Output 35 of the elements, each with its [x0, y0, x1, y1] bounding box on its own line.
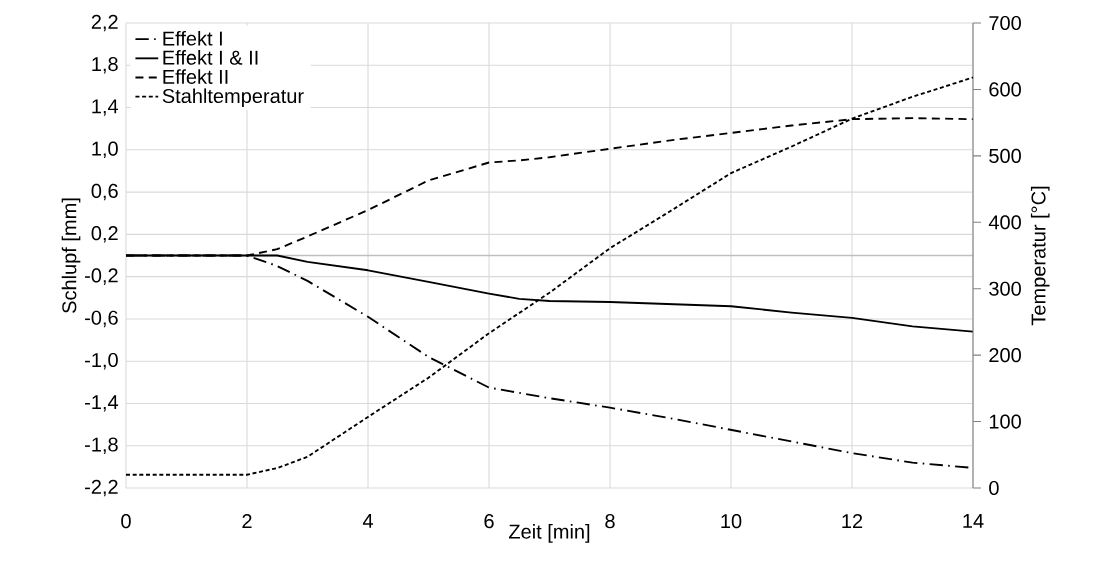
y-tick-label: -1,0 [85, 352, 118, 370]
x-tick-label: 10 [721, 514, 742, 529]
legend-label: Stahltemperatur [162, 88, 304, 108]
y-tick-label: 2,2 [91, 14, 118, 32]
y2-tick-label: 100 [989, 414, 1021, 429]
y2-tick-label: 400 [988, 215, 1021, 230]
x-tick-label: 0 [121, 514, 131, 529]
x-tick-label: 14 [963, 514, 984, 528]
y-tick-label: 0,2 [91, 226, 118, 243]
y2-tick-label: 0 [989, 480, 999, 496]
x-axis-title: Zeit [min] [509, 524, 590, 543]
y-tick-label: -0,2 [85, 268, 118, 285]
x-tick-label: 6 [484, 514, 494, 529]
y2-tick-label: 300 [989, 281, 1021, 296]
legend-label: Effekt II [163, 69, 228, 84]
y-tick-label: -1,4 [85, 395, 119, 412]
y-tick-label: 1,4 [92, 99, 119, 116]
legend-label: Effekt I & II [163, 50, 258, 65]
y-tick-label: -1,8 [85, 437, 118, 454]
y-tick-label: -0,6 [85, 310, 118, 328]
y2-axis-title: Temperatur [°C] [1030, 186, 1050, 326]
y-tick-label: -2,2 [85, 479, 118, 497]
y-axis-title: Schlupf [mm] [61, 198, 81, 313]
x-tick-label: 8 [605, 514, 615, 529]
x-tick-label: 12 [842, 514, 863, 529]
y2-tick-label: 200 [989, 348, 1021, 363]
y-tick-label: 0,6 [91, 183, 118, 201]
x-tick-label: 4 [362, 514, 373, 528]
y2-tick-label: 600 [989, 82, 1021, 97]
y-tick-label: 1,8 [92, 57, 118, 74]
x-tick-label: 2 [242, 514, 252, 529]
y2-tick-label: 700 [989, 15, 1021, 31]
y-tick-label: 1,0 [92, 141, 118, 159]
y2-tick-label: 500 [989, 148, 1021, 163]
legend-label: Effekt I [163, 30, 222, 46]
